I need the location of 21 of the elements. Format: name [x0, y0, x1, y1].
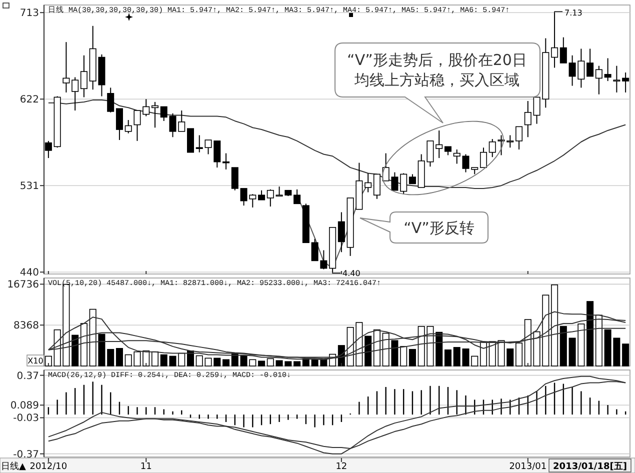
- y-tick-label: 622: [20, 94, 39, 106]
- y-tick-label: -0.37: [13, 449, 39, 460]
- x-tick-label: 2013/01: [509, 462, 547, 472]
- annotation: “V”形反转: [404, 219, 474, 237]
- y-tick-label: 8368: [14, 320, 39, 332]
- y-tick-label: -0.03: [13, 413, 39, 424]
- text: 2013/01/18[五]: [553, 461, 627, 472]
- x-tick-label: 11: [140, 462, 152, 472]
- y-tick-label: 0.37: [16, 370, 39, 382]
- annotation: “V”形走势后，股价在20日均线上方站稳，买入区域: [347, 51, 527, 89]
- y-tick-label: 0.089: [10, 400, 39, 412]
- x-tick-label: 2012/10: [30, 462, 68, 472]
- text: 日线▲: [1, 461, 26, 472]
- y-axis-title: X10: [28, 356, 44, 366]
- annotation: 4.40: [342, 269, 360, 278]
- x-tick-label: 12: [336, 462, 348, 472]
- y-tick-label: 16736: [7, 280, 39, 291]
- y-tick-label: 440: [20, 268, 39, 279]
- y-tick-label: 713: [20, 8, 39, 20]
- y-tick-label: 531: [20, 181, 39, 192]
- annotation: 7.13: [564, 8, 582, 18]
